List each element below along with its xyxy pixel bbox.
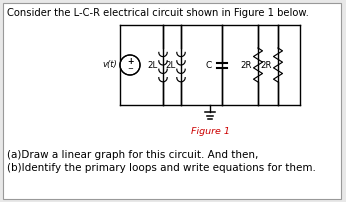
Circle shape: [120, 55, 140, 75]
Text: Figure 1: Figure 1: [191, 127, 229, 137]
Text: (b)Identify the primary loops and write equations for them.: (b)Identify the primary loops and write …: [7, 163, 316, 173]
Text: 2L: 2L: [165, 61, 175, 69]
Text: +: +: [127, 58, 133, 66]
Text: v(t): v(t): [102, 61, 117, 69]
Text: −: −: [127, 66, 133, 72]
Text: 2L: 2L: [147, 61, 157, 69]
Text: (a)Draw a linear graph for this circuit. And then,: (a)Draw a linear graph for this circuit.…: [7, 150, 258, 160]
Text: 2R: 2R: [260, 61, 272, 69]
Text: +: +: [127, 57, 133, 66]
Text: C: C: [206, 61, 212, 69]
FancyBboxPatch shape: [3, 3, 341, 199]
Text: 2R: 2R: [240, 61, 252, 69]
Text: Consider the L-C-R electrical circuit shown in Figure 1 below.: Consider the L-C-R electrical circuit sh…: [7, 8, 309, 18]
